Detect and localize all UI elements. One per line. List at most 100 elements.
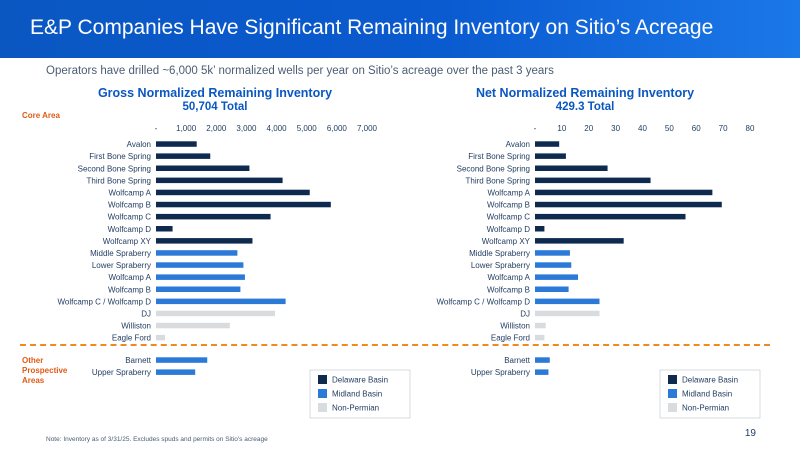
gross-bar — [156, 153, 211, 159]
gross-category-label: Wolfcamp A — [108, 273, 151, 282]
gross-category-label: Eagle Ford — [112, 334, 151, 343]
net-category-label: Wolfcamp C — [487, 213, 531, 222]
net-category-label: Third Bone Spring — [466, 176, 530, 185]
net-category-label: Williston — [500, 322, 530, 331]
net-tick-label: 80 — [746, 124, 755, 133]
slide-title: E&P Companies Have Significant Remaining… — [30, 16, 714, 39]
net-category-label: Barnett — [504, 356, 531, 365]
net-category-label: Upper Spraberry — [471, 368, 530, 377]
net-category-label: Wolfcamp B — [487, 285, 530, 294]
net-bar — [535, 369, 549, 375]
net-category-label: Wolfcamp A — [487, 188, 530, 197]
net-bar — [535, 298, 600, 305]
gross-bar — [156, 310, 276, 317]
net-category-label: Lower Spraberry — [471, 261, 530, 270]
net-bar — [535, 201, 722, 208]
net-category-label: Wolfcamp XY — [482, 237, 531, 246]
net-category-label: Middle Spraberry — [469, 249, 530, 258]
gross-category-label: Williston — [121, 322, 151, 331]
net-tick-label: 10 — [557, 124, 566, 133]
net-tick-label: 70 — [719, 124, 728, 133]
gross-bar — [156, 141, 197, 147]
net-tick-label: 30 — [611, 124, 620, 133]
gross-category-label: Middle Spraberry — [90, 249, 151, 258]
other-areas-label: Other Prospective Areas — [22, 356, 68, 385]
core-area-label: Core Area — [22, 111, 60, 120]
gross-category-label: First Bone Spring — [89, 152, 151, 161]
net-bar — [535, 213, 686, 220]
gross-bar — [156, 250, 238, 256]
gross-legend-label: Non-Permian — [332, 404, 379, 413]
gross-legend-label: Delaware Basin — [332, 376, 388, 385]
page-number: 19 — [744, 428, 756, 439]
gross-tick-label: 7,000 — [357, 124, 378, 133]
gross-category-label: Lower Spraberry — [92, 261, 151, 270]
gross-legend-swatch — [318, 403, 327, 412]
net-bar — [535, 262, 572, 268]
gross-bar — [156, 226, 173, 232]
gross-category-label: Third Bone Spring — [87, 176, 151, 185]
gross-bar — [156, 201, 331, 208]
net-legend-swatch — [668, 403, 677, 412]
gross-bar — [156, 334, 166, 341]
gross-bar — [156, 213, 271, 220]
net-bar — [535, 322, 546, 329]
net-legend-swatch — [668, 389, 677, 398]
gross-bar — [156, 322, 230, 329]
footnote: Note: Inventory as of 3/31/25. Excludes … — [46, 436, 268, 443]
net-tick-label: 60 — [692, 124, 701, 133]
net-bar — [535, 165, 608, 171]
gross-bar — [156, 357, 208, 363]
gross-bar — [156, 177, 283, 184]
net-legend-swatch — [668, 375, 677, 384]
net-bar — [535, 177, 651, 184]
gross-tick-label: - — [155, 124, 158, 133]
net-bar — [535, 310, 600, 317]
gross-category-label: Wolfcamp B — [108, 201, 151, 210]
gross-bar — [156, 262, 244, 268]
net-category-label: Wolfcamp D — [487, 225, 531, 234]
net-bar — [535, 286, 569, 292]
gross-tick-label: 5,000 — [297, 124, 318, 133]
gross-bar — [156, 274, 245, 280]
net-tick-label: 40 — [638, 124, 647, 133]
net-bar — [535, 238, 624, 244]
gross-category-label: Second Bone Spring — [78, 164, 151, 173]
gross-legend-swatch — [318, 389, 327, 398]
net-bar — [535, 357, 550, 363]
gross-tick-label: 3,000 — [236, 124, 257, 133]
net-legend-label: Midland Basin — [682, 390, 732, 399]
net-category-label: Wolfcamp A — [487, 273, 530, 282]
net-bar — [535, 334, 545, 341]
gross-legend-label: Midland Basin — [332, 390, 382, 399]
net-category-label: Avalon — [506, 140, 530, 149]
net-legend-label: Delaware Basin — [682, 376, 738, 385]
net-category-label: DJ — [520, 309, 530, 318]
gross-category-label: Wolfcamp D — [108, 225, 152, 234]
gross-legend-swatch — [318, 375, 327, 384]
gross-bar — [156, 238, 253, 244]
gross-category-label: Wolfcamp A — [108, 188, 151, 197]
net-bar — [535, 226, 545, 232]
gross-chart-total: 50,704 Total — [182, 101, 248, 113]
gross-category-label: DJ — [141, 309, 151, 318]
gross-category-label: Wolfcamp C — [108, 213, 152, 222]
net-tick-label: - — [534, 124, 537, 133]
net-category-label: First Bone Spring — [468, 152, 530, 161]
gross-bar — [156, 165, 250, 171]
gross-category-label: Avalon — [127, 140, 151, 149]
gross-bar — [156, 369, 196, 375]
header-banner: E&P Companies Have Significant Remaining… — [0, 0, 800, 58]
slide-subtitle: Operators have drilled ~6,000 5k’ normal… — [46, 65, 554, 77]
gross-category-label: Wolfcamp B — [108, 285, 151, 294]
net-category-label: Second Bone Spring — [457, 164, 530, 173]
net-bar — [535, 153, 566, 159]
gross-chart-title: Gross Normalized Remaining Inventory — [97, 86, 333, 100]
net-bar — [535, 189, 713, 196]
section-divider — [20, 344, 770, 346]
gross-category-label: Barnett — [125, 356, 152, 365]
gross-category-label: Wolfcamp XY — [103, 237, 152, 246]
gross-bar — [156, 298, 286, 305]
gross-bar — [156, 286, 241, 292]
gross-bar — [156, 189, 310, 196]
